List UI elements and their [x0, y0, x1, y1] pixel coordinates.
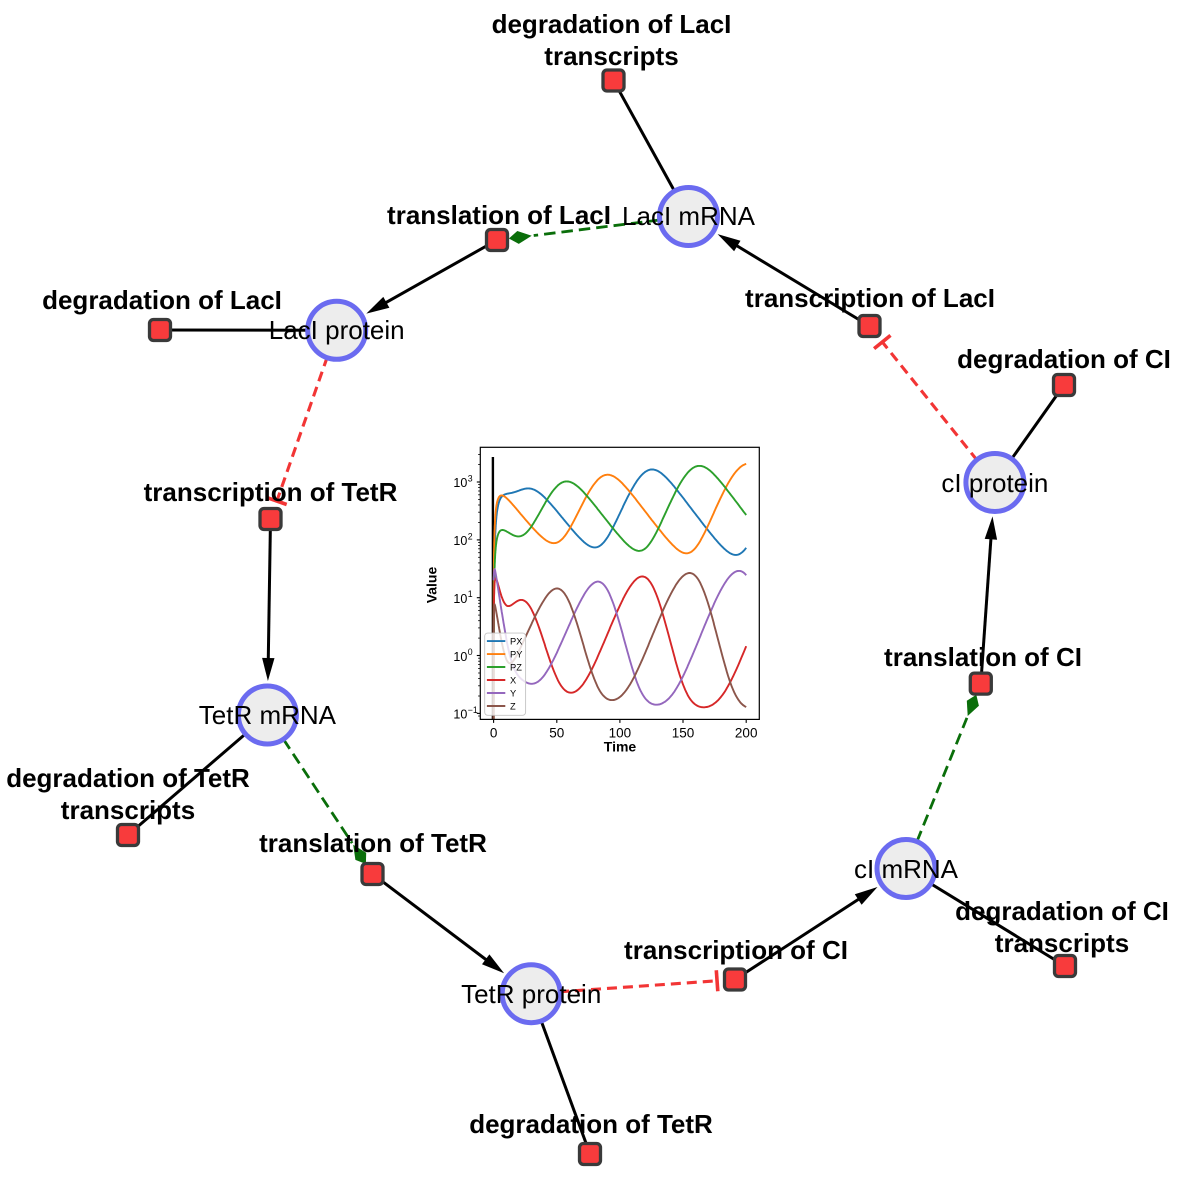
svg-text:10: 10 [453, 650, 467, 664]
svg-text:1: 1 [468, 589, 473, 599]
svg-text:Value: Value [424, 567, 440, 604]
svg-text:150: 150 [672, 726, 695, 741]
svg-text:Time: Time [604, 739, 637, 755]
svg-text:−1: −1 [468, 705, 478, 715]
svg-text:200: 200 [735, 726, 758, 741]
svg-text:100: 100 [609, 726, 632, 741]
svg-text:Y: Y [510, 688, 516, 698]
svg-text:10: 10 [453, 592, 467, 606]
svg-text:10: 10 [453, 708, 467, 722]
svg-text:2: 2 [468, 531, 473, 541]
svg-text:50: 50 [549, 726, 564, 741]
svg-text:0: 0 [490, 726, 498, 741]
svg-text:X: X [510, 675, 516, 685]
svg-text:PY: PY [510, 649, 522, 659]
svg-text:3: 3 [468, 474, 473, 484]
svg-text:10: 10 [453, 534, 467, 548]
svg-text:Z: Z [510, 701, 516, 711]
svg-text:PZ: PZ [510, 662, 522, 672]
svg-text:0: 0 [468, 647, 473, 657]
svg-text:PX: PX [510, 636, 522, 646]
svg-text:10: 10 [453, 476, 467, 490]
